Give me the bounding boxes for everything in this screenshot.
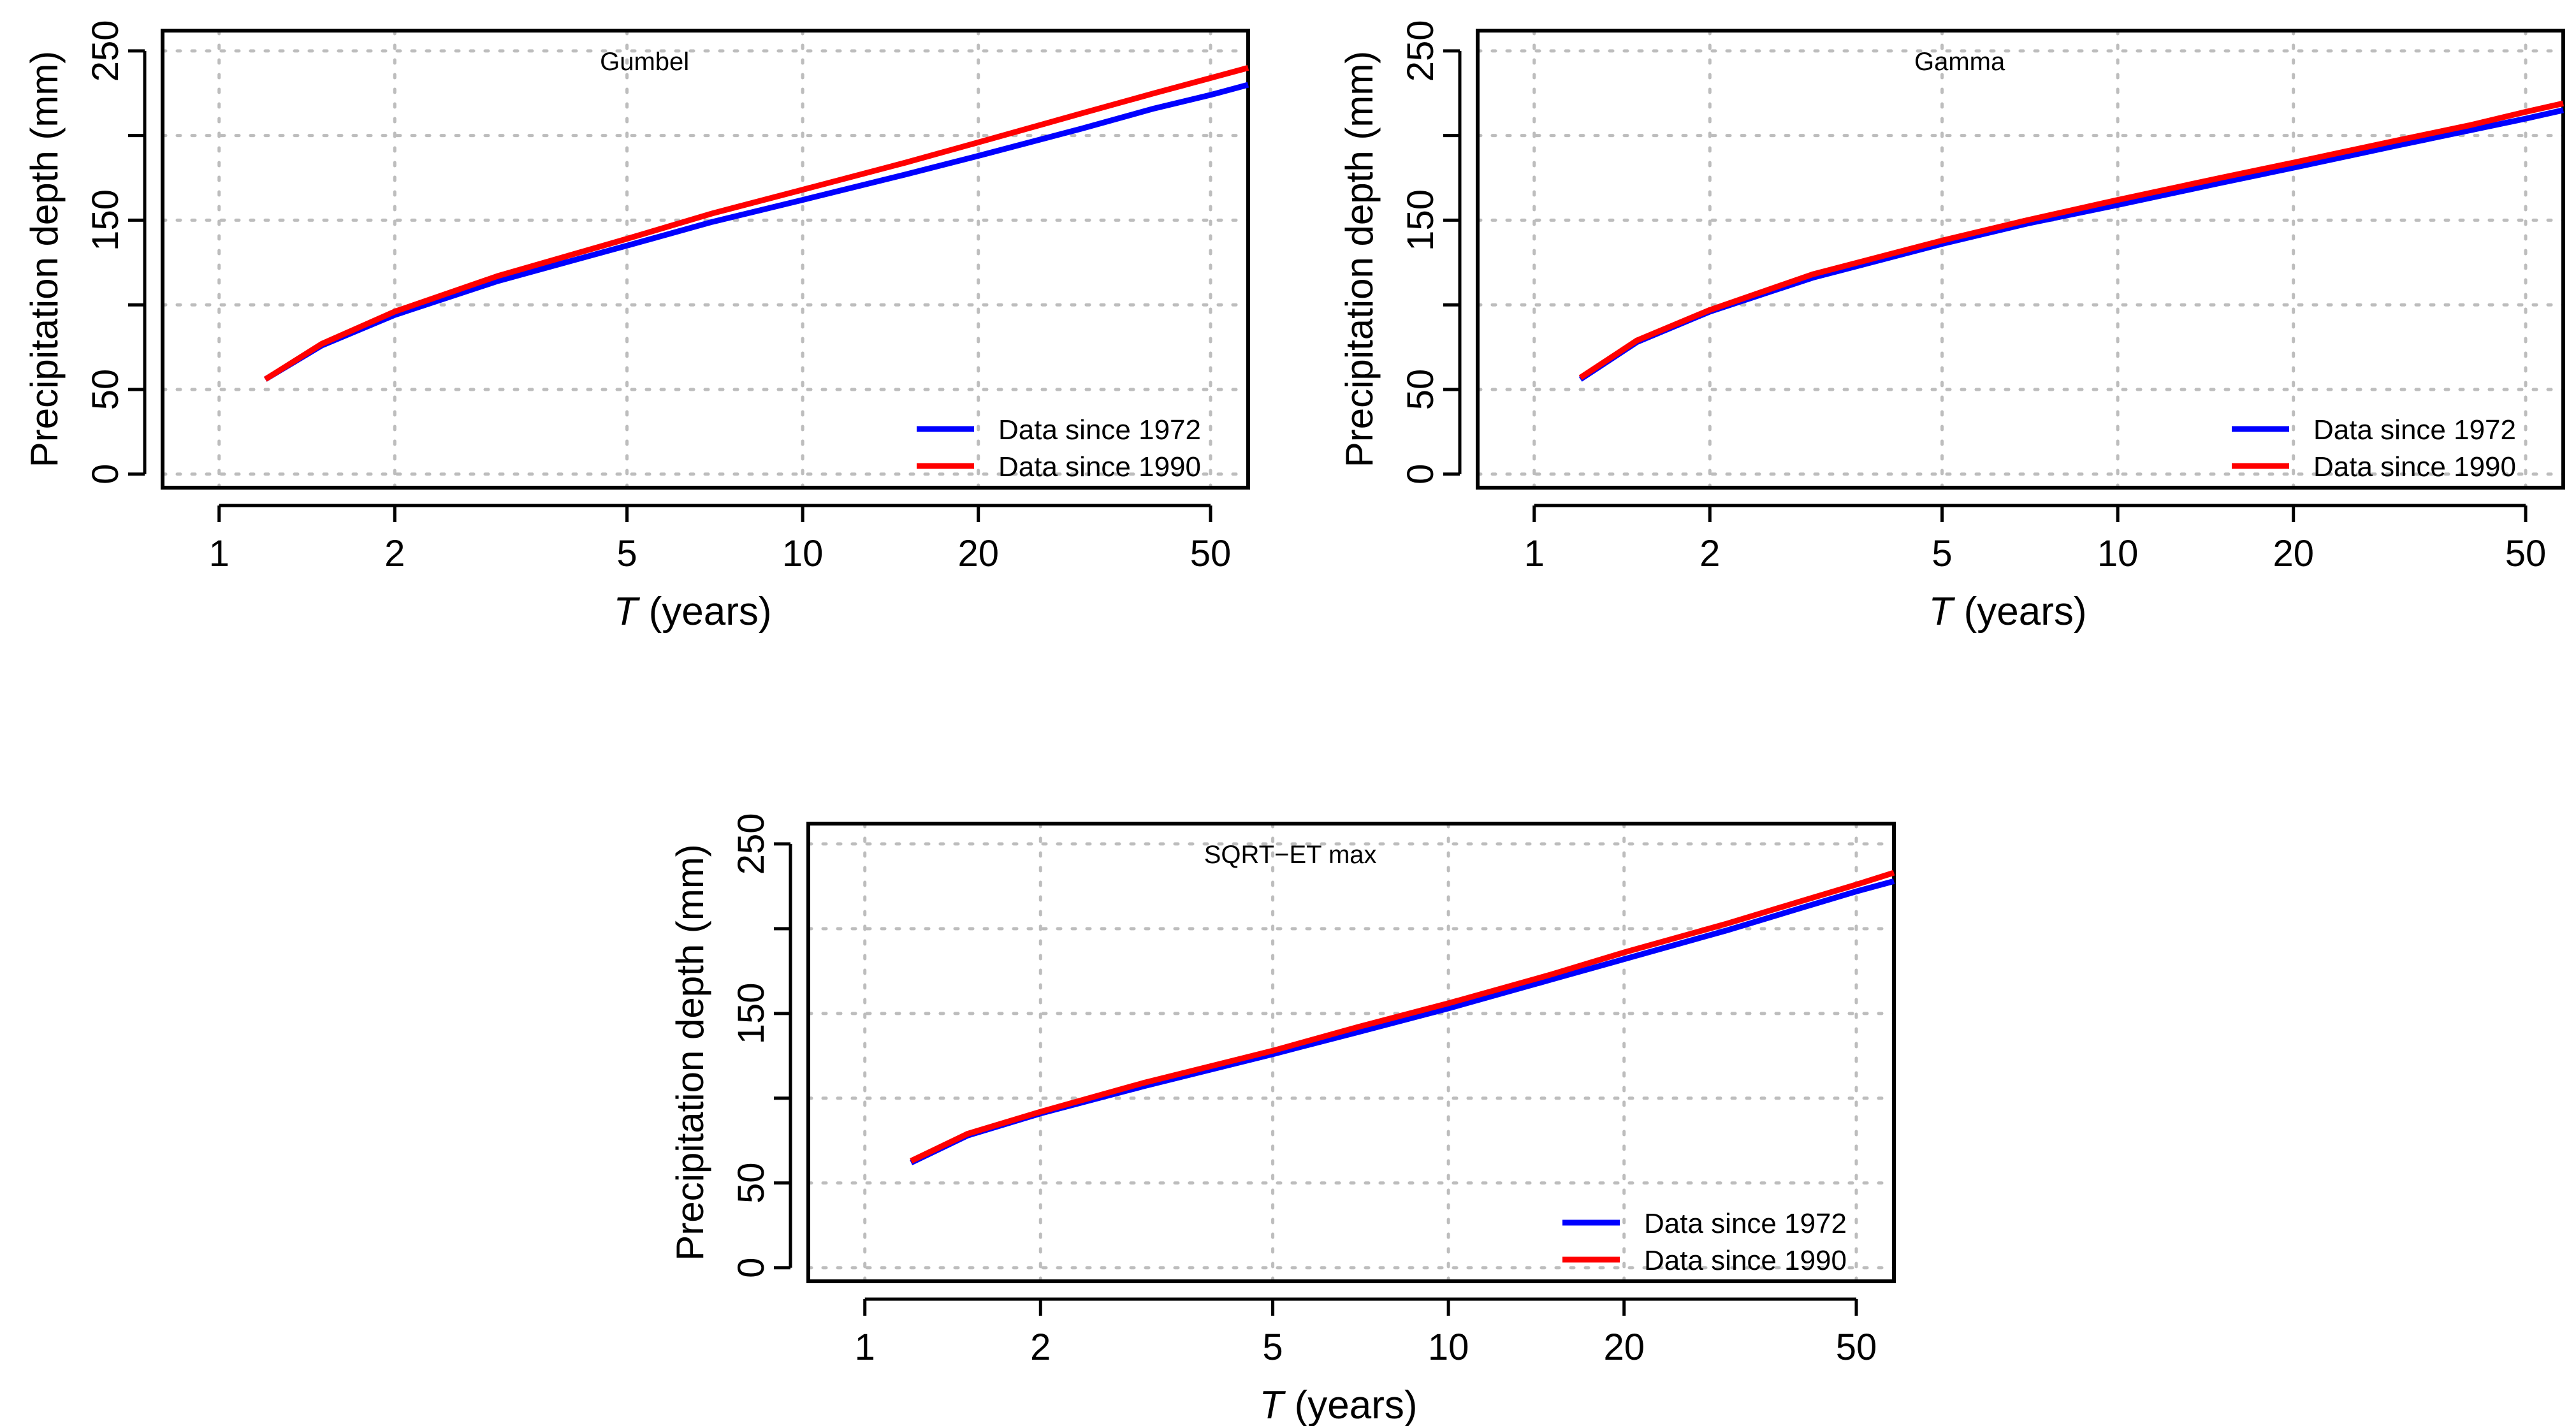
y-axis-label: Precipitation depth (mm) — [1338, 51, 1381, 468]
x-axis-label-unit: (years) — [637, 590, 771, 634]
x-tick-label: 1 — [855, 1327, 875, 1368]
x-tick-label: 10 — [2097, 533, 2139, 574]
plot-frame — [806, 822, 1896, 1283]
x-tick-label: 10 — [1428, 1327, 1469, 1368]
y-tick-label: 50 — [731, 1163, 772, 1204]
chart-title: Gumbel — [600, 48, 689, 76]
x-tick-label: 20 — [1603, 1327, 1645, 1368]
series-line-1972 — [1578, 107, 2564, 382]
x-tick-label: 1 — [1524, 533, 1545, 574]
y-tick-label: 0 — [731, 1258, 772, 1278]
y-tick-label: 150 — [731, 982, 772, 1044]
x-axis-label-variable: T — [1928, 590, 1955, 634]
y-tick-label: 50 — [1400, 369, 1441, 411]
x-axis-label-unit: (years) — [1283, 1383, 1417, 1426]
x-axis-label-variable: T — [613, 590, 640, 634]
series-line-1990 — [910, 869, 1895, 1164]
x-tick-label: 2 — [1030, 1327, 1051, 1368]
plot-frame — [1476, 29, 2565, 490]
chart-panel-1: 1 2 5 10 20 50 0 50 150 250 Precipitation depth (m… — [23, 20, 1250, 634]
legend-label: Data since 1972 — [1644, 1208, 1847, 1239]
x-axis-label-variable: T — [1259, 1383, 1286, 1426]
series-line-1990 — [263, 65, 1249, 382]
legend-label: Data since 1990 — [998, 451, 1201, 483]
y-tick-label: 250 — [731, 813, 772, 875]
y-tick-label: 150 — [1400, 189, 1441, 251]
legend-label: Data since 1972 — [2313, 414, 2516, 446]
y-tick-label: 0 — [1400, 464, 1441, 484]
x-tick-label: 20 — [957, 533, 999, 574]
chart-title: Gamma — [1914, 48, 2005, 76]
y-tick-label: 250 — [1400, 20, 1441, 82]
legend-label: Data since 1990 — [2313, 451, 2516, 483]
x-tick-label: 5 — [1932, 533, 1952, 574]
x-tick-label: 50 — [1190, 533, 1232, 574]
y-tick-label: 50 — [85, 369, 126, 411]
legend-label: Data since 1972 — [998, 414, 1201, 446]
y-tick-label: 0 — [85, 464, 126, 484]
legend-label: Data since 1990 — [1644, 1245, 1847, 1276]
y-axis-label: Precipitation depth (mm) — [669, 844, 711, 1261]
chart-title: SQRT−ET max — [1204, 841, 1377, 869]
chart-panel-2: 1 2 5 10 20 50 0 50 150 250 Precipitation depth (m… — [1338, 20, 2565, 634]
x-tick-label: 20 — [2273, 533, 2314, 574]
x-tick-label: 1 — [209, 533, 229, 574]
series-line-1972 — [263, 82, 1249, 382]
y-tick-label: 150 — [85, 189, 126, 251]
x-axis-label-unit: (years) — [1953, 590, 2086, 634]
x-tick-label: 2 — [384, 533, 405, 574]
x-tick-label: 5 — [1262, 1327, 1283, 1368]
x-tick-label: 2 — [1699, 533, 1720, 574]
x-axis-label: T (years) — [1259, 1383, 1417, 1426]
y-axis-label: Precipitation depth (mm) — [23, 51, 66, 468]
series-line-1972 — [910, 878, 1895, 1165]
x-axis-label: T (years) — [1928, 590, 2086, 634]
series-line-1990 — [1578, 100, 2564, 381]
x-tick-label: 10 — [782, 533, 824, 574]
chart-panel-3: 1 2 5 10 20 50 0 50 150 250 Precipitation depth (m… — [669, 813, 1896, 1426]
plot-frame — [161, 29, 1250, 490]
x-axis-label: T (years) — [613, 590, 771, 634]
x-tick-label: 50 — [1836, 1327, 1877, 1368]
x-tick-label: 5 — [616, 533, 637, 574]
x-tick-label: 50 — [2505, 533, 2547, 574]
y-tick-label: 250 — [85, 20, 126, 82]
